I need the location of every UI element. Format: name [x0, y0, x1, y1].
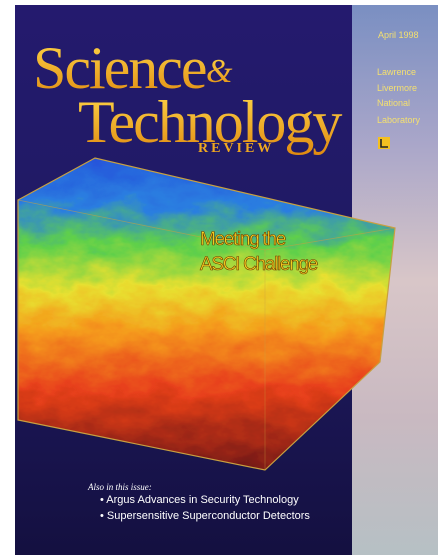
publisher-line: Lawrence: [377, 67, 416, 77]
publisher-line: Laboratory: [377, 115, 421, 125]
title-ampersand: &: [206, 53, 233, 90]
story-line: ASCI Challenge: [200, 254, 318, 275]
story-line: Meeting the: [200, 229, 286, 250]
issue-date: April 1998: [378, 30, 419, 40]
also-item: • Argus Advances in Security Technology: [100, 494, 299, 506]
publisher-line: National: [377, 98, 410, 108]
also-item: • Supersensitive Superconductor Detector…: [100, 510, 310, 522]
magazine-cover: Science & Technology REVIEW April 1998 L…: [0, 0, 438, 560]
also-heading: Also in this issue:: [87, 482, 152, 492]
page: Science & Technology REVIEW April 1998 L…: [0, 0, 438, 560]
title-review: REVIEW: [198, 141, 274, 156]
publisher-line: Livermore: [377, 83, 417, 93]
